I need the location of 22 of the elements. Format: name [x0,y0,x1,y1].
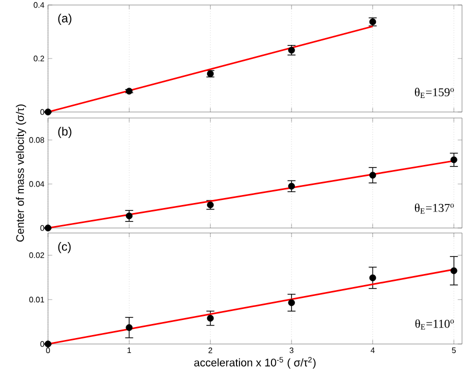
point [44,340,52,348]
point [126,212,133,220]
annotation: (a) [58,14,72,25]
annotation: (c) [58,242,71,254]
point [369,172,376,179]
annotation: (b) [58,126,72,138]
point [450,156,458,164]
annotation: θ$_{E}$=110$^{o}$ [415,319,454,330]
point [288,46,295,54]
x-axis-title: acceleration x 10$^{-5}$ ( σ/τ$^{2}$) [194,357,316,369]
point [126,88,133,95]
annotation: θ$_{E}$=159$^{o}$ [414,88,454,98]
point [206,314,214,322]
point [126,324,133,331]
point [288,182,295,190]
point [288,299,295,306]
point [44,224,52,232]
annotation: θ$_{E}$=137$^{o}$ [414,203,454,214]
y-axis-title: Center of mass velocity (σ/τ) [16,104,26,242]
point [450,267,458,274]
point [369,274,376,282]
point [44,108,52,116]
